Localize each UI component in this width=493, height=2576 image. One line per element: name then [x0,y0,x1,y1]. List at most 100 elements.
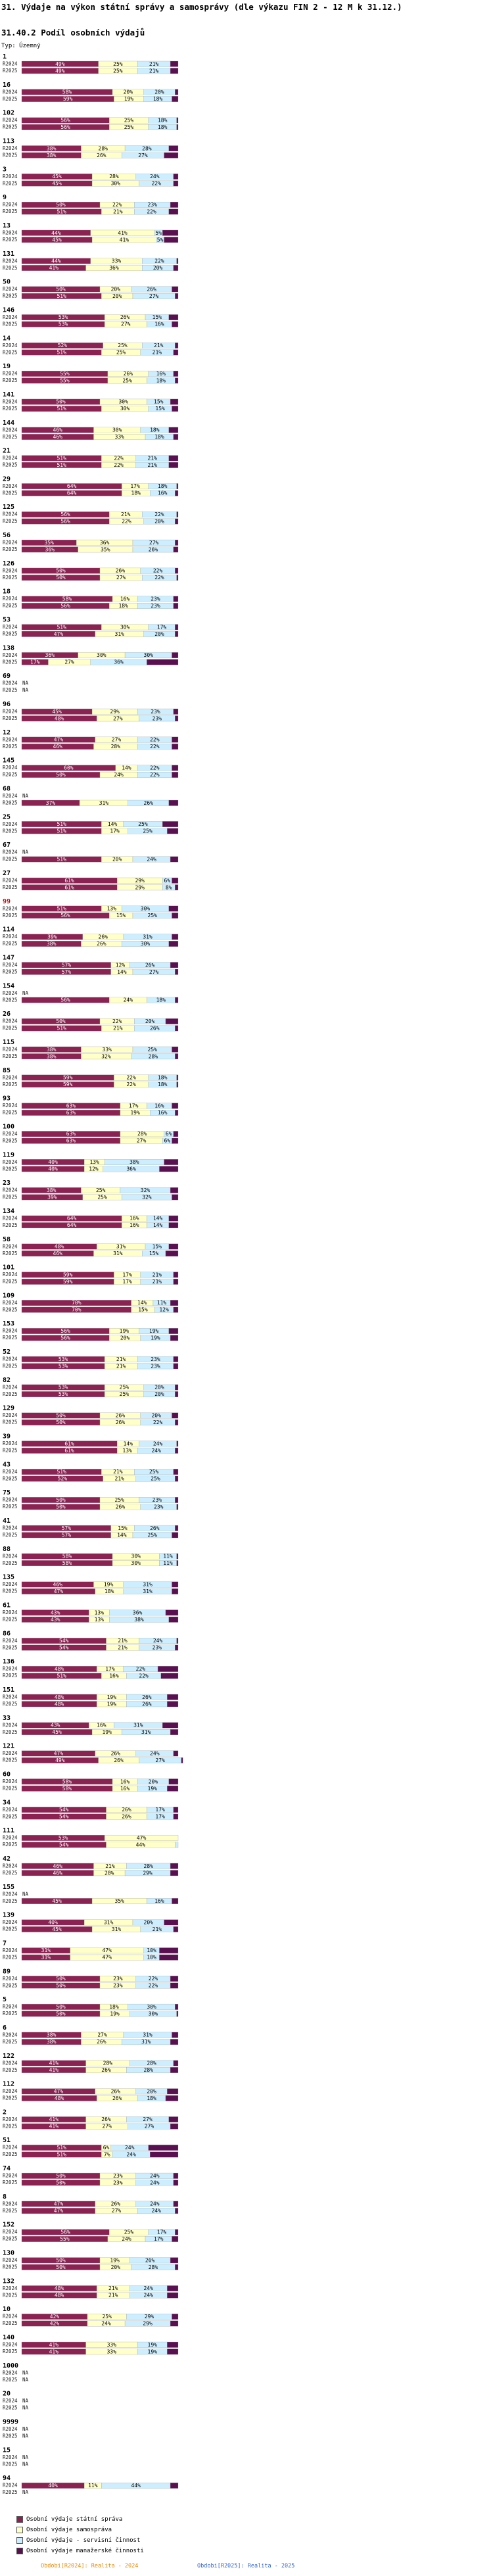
data-label: 30% [147,2004,156,2010]
row-label-R2024: R2024 [3,1469,18,1475]
bar-segment-4 [175,1025,179,1032]
data-label: 29% [143,1870,153,1876]
group-id-label: 114 [3,926,14,934]
data-label: 51% [57,462,66,468]
data-label: 15% [155,406,165,412]
row-label-R2024: R2024 [3,343,18,348]
data-label: 27% [149,969,159,975]
data-label: 30% [131,1560,141,1566]
row-label-R2025: R2025 [3,1785,18,1791]
bar-segment-4 [175,1447,179,1454]
data-label: 22% [126,1075,136,1081]
data-label: 31% [41,1955,51,1961]
group-id-label: 89 [3,1968,11,1975]
data-label: 17% [110,828,120,834]
row-label-R2024: R2024 [3,2257,18,2263]
data-label: 19% [148,2342,158,2348]
data-label: 39% [47,1194,57,1200]
data-label: 13% [95,1610,105,1615]
data-label: 44% [51,230,61,236]
data-label: 26% [150,1525,160,1531]
row-label-R2025: R2025 [3,2405,18,2411]
data-label: 27% [143,2116,153,2122]
group-id-label: 115 [3,1039,14,1046]
data-label: 28% [149,2264,158,2270]
bar-segment-4 [175,2208,179,2214]
data-label: 16% [158,490,168,496]
row-label-R2024: R2024 [3,1891,18,1897]
data-label: 59% [63,1082,73,1087]
data-label: 20% [120,1335,130,1341]
row-label-R2024: R2024 [3,1300,18,1306]
bar-segment-4 [175,1391,179,1398]
data-label: 15% [153,314,162,320]
data-label: 30% [120,406,130,412]
bar-segment-4 [170,68,179,74]
data-label: 48% [55,715,64,721]
data-label: 46% [53,427,63,433]
row-label-R2024: R2024 [3,2229,18,2235]
row-label-R2025: R2025 [3,1898,18,1904]
data-label: 10% [147,1947,156,1953]
row-label-R2024: R2024 [3,878,18,884]
data-label: 27% [137,1138,147,1144]
row-label-R2025: R2025 [3,603,18,609]
bar-segment-4 [172,1103,179,1109]
data-label: 55% [60,2236,70,2242]
data-label: 50% [56,2264,66,2270]
bar-segment-4 [173,2172,179,2179]
na-label: NA [22,2433,29,2439]
data-label: 44% [131,2483,141,2489]
data-label: 18% [154,434,164,440]
data-label: 55% [60,377,70,383]
row-label-R2025: R2025 [3,2095,18,2101]
bar-segment-4 [168,799,179,806]
data-label: 50% [56,399,66,405]
type-label: Typ: Územný [1,43,41,49]
data-label: 51% [57,2152,66,2158]
bar-segment-4 [168,208,179,215]
group-id-label: 121 [3,1743,14,1750]
data-label: 17% [130,483,140,489]
row-label-R2025: R2025 [3,1870,18,1876]
group-id-label: 109 [3,1292,14,1299]
data-label: 44% [51,258,61,264]
data-label: 25% [113,68,123,74]
data-label: 11% [163,1560,173,1566]
data-label: 24% [122,2236,131,2242]
bar-segment-4 [167,2292,179,2299]
row-label-R2025: R2025 [3,1588,18,1594]
bar-segment-4 [162,821,179,827]
data-label: 58% [62,596,72,602]
data-label: 38% [47,2032,57,2038]
row-label-R2024: R2024 [3,1159,18,1165]
data-label: 53% [59,1835,68,1841]
row-label-R2025: R2025 [3,2377,18,2383]
data-label: 48% [55,1666,64,1672]
data-label: 41% [118,230,128,236]
row-label-R2025: R2025 [3,490,18,496]
data-label: 24% [151,2208,161,2214]
data-label: 23% [153,1645,162,1651]
group-id-label: 67 [3,842,11,849]
bar-segment-4 [173,2201,179,2207]
data-label: 17% [155,1814,165,1820]
data-label: 16% [129,1222,139,1228]
bar-segment-4 [165,1610,179,1616]
data-label: 21% [105,1863,115,1869]
bar-segment-3 [175,1842,179,1848]
bar-segment-4 [173,546,179,553]
data-label: 22% [150,772,160,778]
group-id-label: 99 [3,898,11,905]
data-label: 46% [53,1870,63,1876]
bar-segment-4 [170,2123,179,2130]
na-label: NA [22,2489,29,2495]
data-label: 18% [150,427,160,433]
